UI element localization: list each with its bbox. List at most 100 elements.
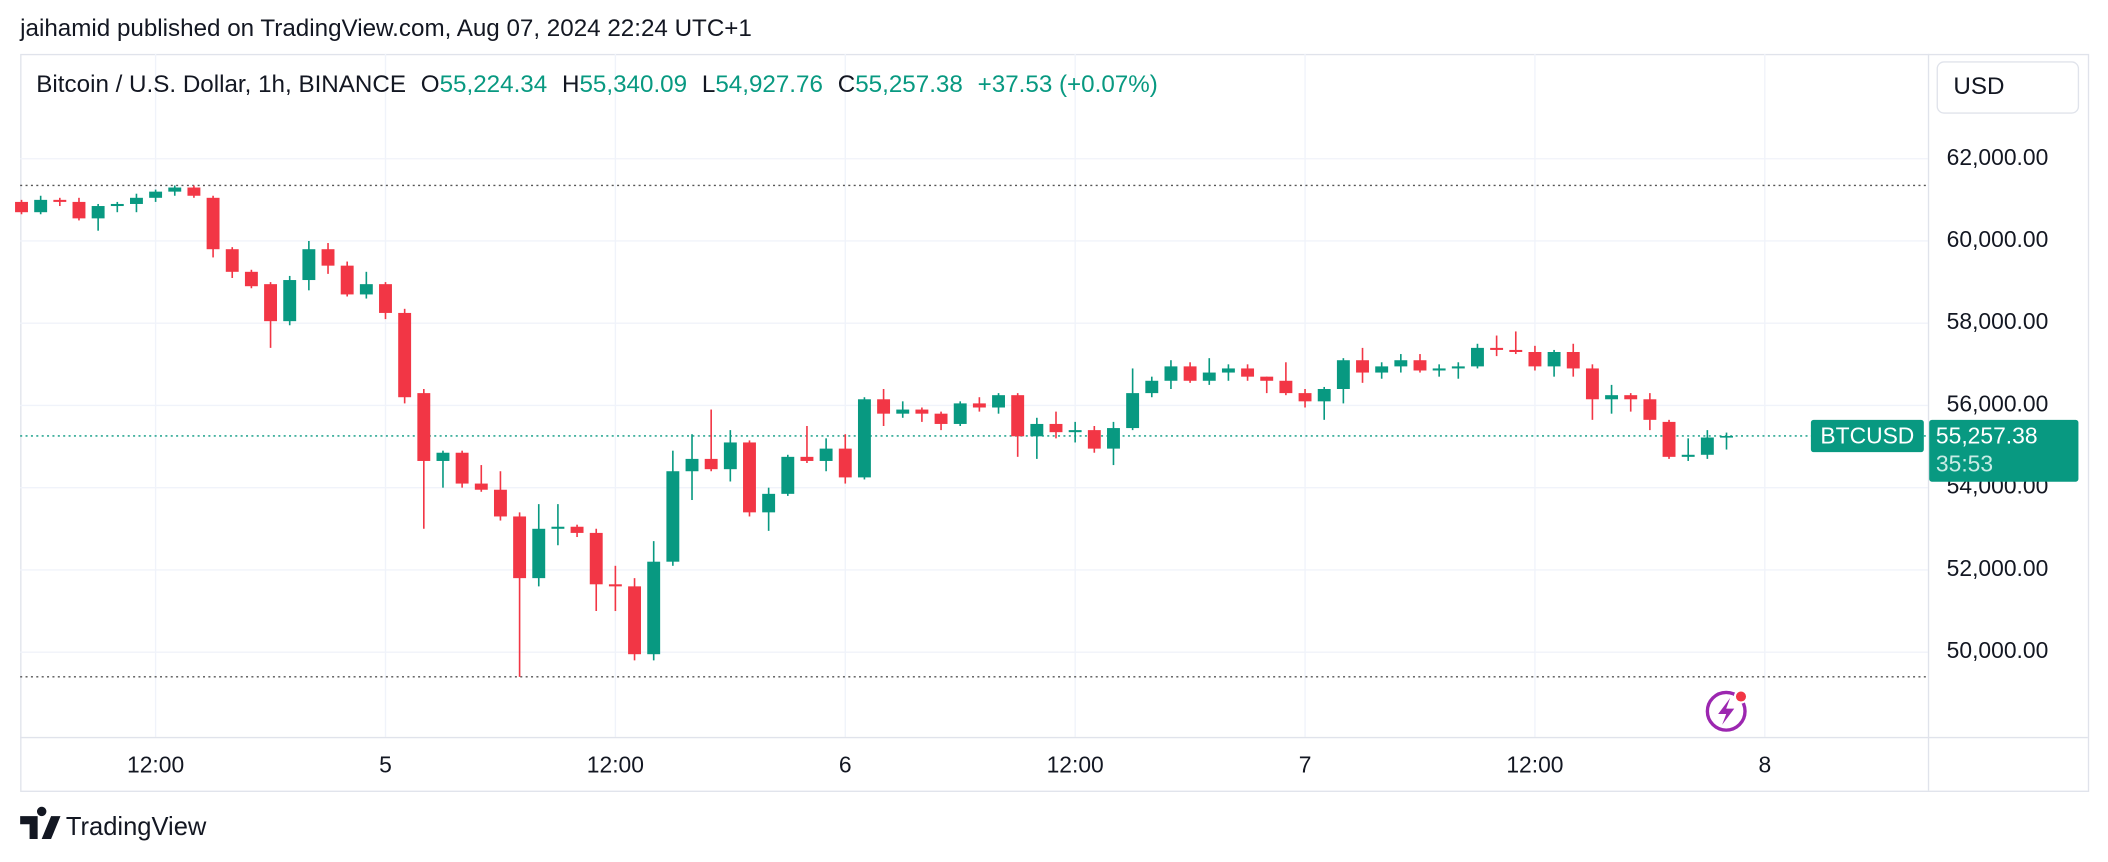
alert-icon[interactable] — [1705, 689, 1749, 732]
candle-body — [15, 201, 28, 213]
candle-body — [1183, 366, 1197, 381]
candle-body — [781, 456, 795, 494]
price-tag — [1929, 419, 2079, 482]
ohlc-key: C — [838, 72, 855, 99]
candle-body — [168, 187, 182, 192]
icon-dot[interactable] — [1733, 689, 1749, 704]
candle-body — [896, 409, 910, 414]
chart-frame — [20, 53, 2090, 792]
candle-body — [819, 448, 833, 461]
y-tick-label: 56,000.00 — [1947, 390, 2049, 416]
ohlc-key: O — [421, 72, 440, 99]
candle-body — [1107, 428, 1120, 449]
candle-body — [1298, 393, 1312, 402]
candle-body — [1317, 389, 1331, 402]
candle-body — [1547, 351, 1561, 367]
candle-body — [1336, 360, 1350, 390]
candle-body — [704, 458, 718, 470]
candle-body — [513, 516, 527, 579]
grid — [20, 53, 1928, 737]
candle-body — [1260, 376, 1274, 381]
candle-body — [628, 586, 641, 655]
candle-body — [915, 409, 929, 414]
candle-body — [857, 399, 871, 478]
price-tag-value: 55,257.38 — [1936, 422, 2038, 448]
candle-body — [1432, 368, 1446, 371]
candle-body — [992, 395, 1005, 408]
candle-body — [1126, 393, 1140, 429]
candles — [15, 185, 1733, 677]
candle-body — [1164, 366, 1178, 381]
candle-body — [1030, 423, 1044, 437]
ohlc-key: H — [562, 72, 579, 99]
y-tick-label: 62,000.00 — [1947, 144, 2049, 170]
candle-body — [455, 452, 469, 484]
candle-body — [1279, 380, 1293, 394]
candle-body — [206, 197, 220, 250]
currency-button[interactable]: USD — [1936, 61, 2080, 114]
candle-body — [436, 452, 450, 461]
candle-body — [1720, 435, 1733, 438]
candle-body — [1490, 347, 1504, 350]
candle-body — [321, 249, 335, 266]
candle-body — [417, 393, 431, 461]
candle-body — [1221, 368, 1235, 373]
candle-body — [1624, 395, 1638, 400]
candle-body — [838, 448, 852, 478]
candle-body — [532, 528, 546, 579]
candle-body — [1451, 366, 1465, 369]
button-box[interactable] — [1936, 61, 2080, 114]
candle-body — [1394, 360, 1408, 367]
candle-body — [570, 526, 584, 533]
candle-body — [762, 493, 776, 513]
candle-body — [1241, 368, 1255, 377]
candle-body — [1509, 349, 1523, 352]
brand-name: TradingView — [66, 813, 207, 841]
candle-body — [589, 532, 603, 585]
candle-body — [187, 187, 201, 196]
candle-body — [474, 483, 488, 490]
change: +37.53 (+0.07%) — [978, 72, 1158, 99]
candle-body — [1145, 380, 1159, 394]
y-tick-label: 50,000.00 — [1947, 637, 2049, 663]
icon-bolt[interactable] — [1718, 697, 1735, 725]
candle-body — [953, 403, 967, 424]
x-tick-label: 8 — [1758, 751, 1771, 777]
candle-body — [34, 199, 48, 213]
symbol-title: Bitcoin / U.S. Dollar, 1h, BINANCE — [36, 72, 406, 99]
x-tick-label: 12:00 — [127, 751, 184, 777]
candle-body — [302, 249, 316, 281]
candle-body — [1356, 360, 1369, 373]
candle-body — [1681, 454, 1695, 457]
candle-body — [264, 284, 278, 322]
x-tick-label: 7 — [1299, 751, 1312, 777]
candle-body — [1068, 430, 1082, 433]
candle-body — [1700, 437, 1714, 455]
candle-body — [723, 442, 737, 470]
candle-body — [551, 526, 565, 529]
candle-body — [129, 197, 143, 204]
candle-body — [149, 191, 163, 198]
candle-body — [493, 489, 507, 517]
brand: TradingView — [20, 806, 207, 841]
x-tick-label: 12:00 — [587, 751, 644, 777]
x-tick-label: 5 — [379, 751, 392, 777]
brand-logo — [20, 806, 61, 840]
button-label[interactable]: USD — [1953, 73, 2004, 100]
icon-ring[interactable] — [1705, 690, 1747, 732]
candle-body — [225, 249, 239, 272]
candle-body — [685, 458, 699, 472]
candle-body — [1375, 366, 1389, 373]
candle-body — [1471, 347, 1484, 367]
candle-body — [110, 203, 124, 207]
x-tick-label: 6 — [839, 751, 852, 777]
candle-body — [340, 265, 354, 295]
candle-body — [743, 442, 756, 513]
candle-body — [934, 413, 948, 424]
candle-body — [1566, 351, 1580, 369]
candle-body — [800, 456, 814, 461]
x-tick-label: 12:00 — [1506, 751, 1563, 777]
y-tick-label: 60,000.00 — [1947, 226, 2049, 252]
candle-body — [877, 399, 891, 414]
candle-body — [379, 284, 392, 313]
